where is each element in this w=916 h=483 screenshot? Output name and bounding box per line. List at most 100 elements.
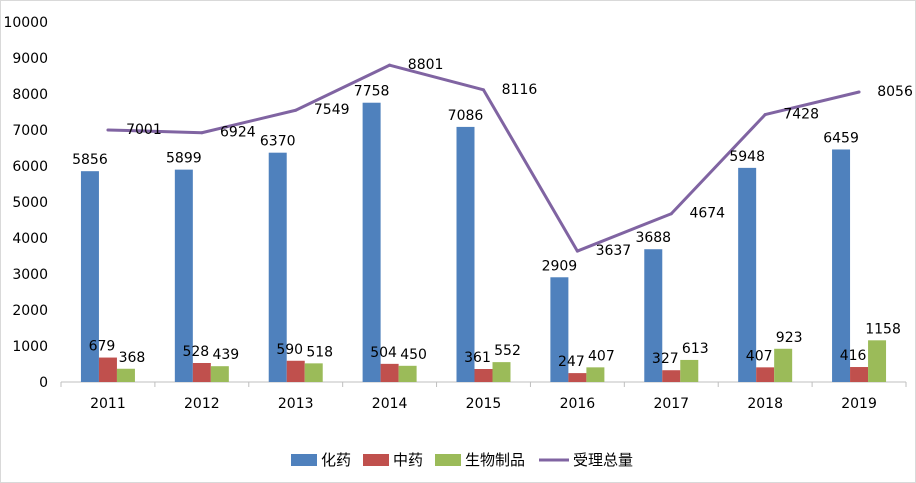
- y-tick-label: 10000: [3, 15, 48, 31]
- line-data-label: 7001: [126, 122, 162, 138]
- bar-data-label: 361: [464, 350, 491, 366]
- bar-data-label: 407: [588, 348, 615, 364]
- bar-data-label: 327: [652, 351, 679, 367]
- y-tick-label: 7000: [12, 123, 48, 139]
- bar: [738, 167, 757, 382]
- bar: [362, 102, 381, 382]
- bar: [680, 359, 699, 382]
- bars-layer: [80, 102, 887, 383]
- y-tick-label: 6000: [12, 159, 48, 175]
- bar-data-label: 6459: [823, 130, 859, 146]
- line-point: [857, 90, 861, 94]
- line-point: [106, 128, 110, 132]
- legend-label: 中药: [393, 451, 423, 469]
- y-axis-ticks: 0 1000 2000 3000 4000 5000 6000 7000 8000 9000 100…: [3, 15, 48, 391]
- bar-data-label: 5899: [166, 151, 202, 167]
- bar-data-label: 552: [494, 343, 521, 359]
- line-data-label: 3637: [596, 243, 632, 259]
- bar: [586, 367, 605, 382]
- bar: [380, 363, 399, 382]
- bar-data-label: 613: [682, 341, 709, 357]
- bar: [756, 367, 775, 382]
- x-axis: 2011 2012 2013 2014 2015 2016 2017 2018 2019: [60, 381, 907, 412]
- bar-data-label: 1158: [865, 321, 901, 337]
- line-data-label: 8116: [502, 82, 538, 98]
- line-data-label: 6924: [220, 125, 256, 141]
- bar: [398, 365, 417, 382]
- bar-data-label: 7086: [448, 108, 484, 124]
- bar-data-label: 679: [89, 339, 116, 355]
- line-layer: [106, 63, 861, 253]
- bar-data-label: 3688: [635, 230, 671, 246]
- legend-label: 受理总量: [573, 451, 633, 469]
- y-tick-label: 4000: [12, 231, 48, 247]
- bar: [268, 152, 287, 382]
- bar-data-label: 5948: [729, 149, 765, 165]
- bar: [286, 360, 305, 382]
- line-data-label: 4674: [689, 206, 725, 222]
- bar-data-label: 407: [746, 348, 773, 364]
- bar-data-label: 7758: [354, 84, 390, 100]
- x-tick-label: 2018: [747, 396, 783, 412]
- line-point: [388, 63, 392, 67]
- line-point: [763, 113, 767, 117]
- bar-data-label: 504: [370, 345, 397, 361]
- bar: [192, 362, 211, 382]
- bar-data-label: 518: [306, 344, 333, 360]
- bar-data-label: 247: [558, 354, 585, 370]
- bar-data-label: 590: [276, 342, 303, 358]
- x-tick-label: 2013: [278, 396, 314, 412]
- bar: [98, 357, 117, 382]
- bar-data-label: 439: [212, 347, 239, 363]
- bar: [662, 370, 681, 382]
- bar-data-label: 5856: [72, 152, 108, 168]
- y-tick-label: 2000: [12, 303, 48, 319]
- bar-data-label: 528: [182, 344, 209, 360]
- x-tick-label: 2012: [184, 396, 220, 412]
- y-tick-label: 9000: [12, 51, 48, 67]
- legend-swatch: [363, 454, 389, 466]
- bar: [116, 368, 135, 382]
- legend: 化药 中药 生物制品 受理总量: [291, 451, 633, 469]
- x-tick-label: 2016: [560, 396, 596, 412]
- legend-swatch: [291, 454, 317, 466]
- bar: [774, 348, 793, 382]
- line-point: [669, 212, 673, 216]
- bar: [80, 171, 99, 382]
- bar: [568, 373, 587, 382]
- y-tick-label: 8000: [12, 87, 48, 103]
- bar: [304, 363, 323, 382]
- x-tick-label: 2017: [653, 396, 689, 412]
- bar: [832, 149, 851, 382]
- legend-label: 化药: [321, 451, 351, 469]
- bar-data-label: 450: [400, 347, 427, 363]
- y-tick-label: 1000: [12, 339, 48, 355]
- line-point: [200, 131, 204, 135]
- bar: [644, 249, 663, 382]
- y-tick-label: 3000: [12, 267, 48, 283]
- bar: [492, 362, 511, 382]
- bar: [174, 169, 193, 382]
- x-tick-label: 2014: [372, 396, 408, 412]
- line-point: [294, 108, 298, 112]
- x-tick-label: 2011: [90, 396, 126, 412]
- line-data-label: 8801: [408, 57, 444, 73]
- y-tick-label: 5000: [12, 195, 48, 211]
- line-point: [482, 88, 485, 92]
- line-data-label: 7549: [314, 102, 350, 118]
- legend-swatch: [435, 454, 461, 466]
- bar-data-label: 6370: [260, 134, 296, 150]
- bar-data-label: 923: [776, 330, 803, 346]
- x-tick-label: 2019: [841, 396, 877, 412]
- bar: [456, 126, 475, 383]
- bar: [868, 340, 887, 382]
- bar: [474, 369, 493, 382]
- bar: [550, 277, 569, 382]
- line-data-label: 7428: [783, 107, 819, 123]
- x-tick-label: 2015: [466, 396, 502, 412]
- bar-data-label: 416: [840, 348, 867, 364]
- legend-label: 生物制品: [465, 451, 525, 469]
